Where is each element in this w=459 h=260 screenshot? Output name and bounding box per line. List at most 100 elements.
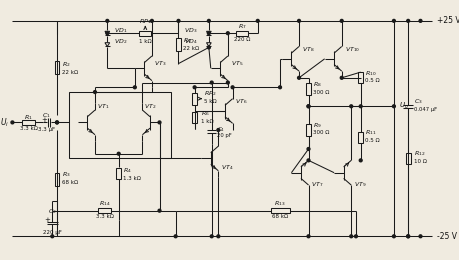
Text: 300 Ω: 300 Ω — [313, 89, 329, 95]
Text: $C_1$: $C_1$ — [42, 111, 51, 120]
Circle shape — [11, 121, 14, 124]
Text: $VD_4$: $VD_4$ — [184, 37, 197, 46]
Circle shape — [418, 235, 421, 238]
Circle shape — [392, 105, 394, 108]
Bar — [192, 112, 196, 123]
Bar — [176, 38, 180, 51]
Text: $VT_1$: $VT_1$ — [97, 102, 109, 111]
Circle shape — [193, 86, 196, 89]
Text: $RP_1$: $RP_1$ — [139, 17, 151, 26]
Text: 1 kΩ: 1 kΩ — [201, 119, 213, 124]
Circle shape — [226, 32, 229, 35]
Text: 0.5 Ω: 0.5 Ω — [364, 138, 379, 143]
Text: $VT_8$: $VT_8$ — [301, 45, 313, 54]
Text: $VT_6$: $VT_6$ — [235, 97, 247, 106]
Circle shape — [392, 20, 394, 22]
Bar — [116, 168, 121, 179]
Text: $R_1$: $R_1$ — [24, 113, 33, 122]
Bar — [22, 120, 34, 125]
Text: $U_o$: $U_o$ — [398, 101, 408, 111]
Text: 3.3 μF: 3.3 μF — [38, 127, 55, 132]
Circle shape — [256, 20, 258, 22]
Text: $VT_4$: $VT_4$ — [221, 164, 233, 172]
Circle shape — [307, 105, 309, 108]
Circle shape — [340, 76, 342, 79]
Circle shape — [226, 81, 229, 84]
Text: 22 kΩ: 22 kΩ — [62, 70, 78, 75]
Text: $R_2$: $R_2$ — [62, 60, 70, 69]
Text: 220 Ω: 220 Ω — [233, 37, 250, 42]
Text: $VT_7$: $VT_7$ — [311, 180, 323, 188]
Text: $R_8$: $R_8$ — [313, 80, 321, 89]
Text: $C_2$: $C_2$ — [48, 207, 56, 216]
Text: 68 kΩ: 68 kΩ — [62, 180, 78, 185]
Text: $R_9$: $R_9$ — [313, 121, 321, 130]
Text: +: + — [45, 217, 50, 223]
Text: +25 V: +25 V — [436, 16, 459, 25]
Text: 1 kΩ: 1 kΩ — [139, 39, 151, 44]
Circle shape — [93, 91, 96, 93]
Circle shape — [207, 46, 210, 49]
Circle shape — [297, 20, 300, 22]
Text: $VT_9$: $VT_9$ — [353, 180, 366, 188]
Circle shape — [358, 159, 361, 162]
Text: $VT_5$: $VT_5$ — [230, 59, 243, 68]
Circle shape — [392, 235, 394, 238]
Bar — [192, 93, 196, 105]
Text: 68 kΩ: 68 kΩ — [271, 214, 287, 219]
Circle shape — [56, 121, 58, 124]
Text: $R_{12}$: $R_{12}$ — [413, 149, 425, 158]
Circle shape — [210, 235, 213, 238]
Bar — [55, 173, 59, 186]
Circle shape — [158, 209, 161, 212]
Text: $R_4$: $R_4$ — [123, 166, 132, 175]
Bar — [270, 208, 289, 213]
Text: $VT_{10}$: $VT_{10}$ — [344, 45, 359, 54]
Bar — [69, 92, 171, 159]
Text: 3.3 kΩ: 3.3 kΩ — [95, 214, 113, 219]
Bar — [139, 31, 151, 36]
Bar — [306, 83, 310, 95]
Circle shape — [106, 32, 108, 35]
Circle shape — [418, 20, 421, 22]
Bar — [235, 31, 248, 36]
Text: $R_{11}$: $R_{11}$ — [364, 128, 376, 137]
Circle shape — [307, 159, 309, 162]
Circle shape — [278, 86, 281, 89]
Text: +: + — [42, 116, 48, 122]
Text: 22 kΩ: 22 kΩ — [183, 46, 199, 51]
Text: 10 Ω: 10 Ω — [413, 159, 426, 164]
Text: $RP_2$: $RP_2$ — [204, 89, 216, 98]
Text: $VT_3$: $VT_3$ — [153, 59, 166, 68]
Text: $R_{14}$: $R_{14}$ — [98, 200, 110, 209]
Text: 20 pF: 20 pF — [217, 133, 232, 138]
Circle shape — [349, 235, 352, 238]
Text: -25 V: -25 V — [436, 232, 456, 241]
Circle shape — [117, 152, 120, 155]
Text: $U_i$: $U_i$ — [0, 116, 9, 129]
Circle shape — [406, 235, 409, 238]
Circle shape — [210, 81, 213, 84]
Text: $C_3$: $C_3$ — [413, 97, 422, 106]
Bar — [98, 208, 111, 213]
Circle shape — [358, 105, 361, 108]
Circle shape — [217, 235, 219, 238]
Circle shape — [177, 20, 179, 22]
Circle shape — [307, 235, 309, 238]
Text: 1.3 kΩ: 1.3 kΩ — [123, 176, 141, 181]
Text: 220 μF: 220 μF — [43, 230, 62, 235]
Bar — [358, 132, 362, 143]
Text: $VD_3$: $VD_3$ — [184, 26, 197, 35]
Text: $C_4$: $C_4$ — [217, 126, 225, 134]
Text: $R_6$: $R_6$ — [201, 109, 210, 118]
Text: $R_{13}$: $R_{13}$ — [274, 200, 285, 209]
Circle shape — [174, 235, 177, 238]
Text: 3.3 kΩ: 3.3 kΩ — [20, 126, 37, 131]
Text: $R_{10}$: $R_{10}$ — [364, 69, 376, 77]
Circle shape — [207, 20, 210, 22]
Text: $VT_2$: $VT_2$ — [144, 102, 157, 111]
Text: $R_7$: $R_7$ — [237, 22, 246, 31]
Text: 5 kΩ: 5 kΩ — [204, 99, 216, 104]
Text: 0.047 μF: 0.047 μF — [413, 107, 436, 112]
Circle shape — [150, 20, 153, 22]
